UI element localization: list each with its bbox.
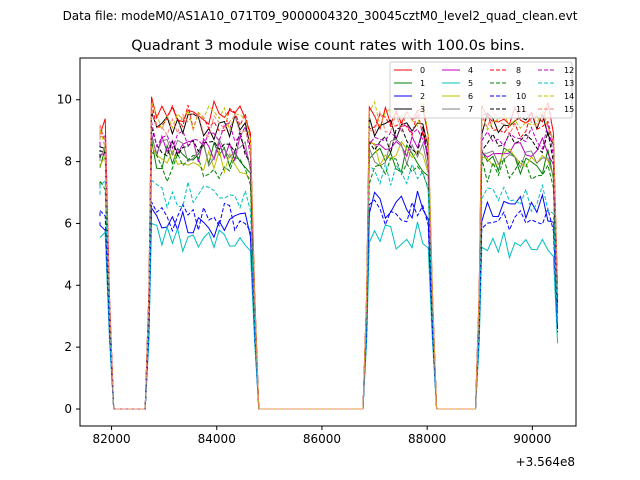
legend-label: 8: [516, 66, 521, 75]
x-offset-label: +3.564e8: [516, 455, 575, 469]
legend-label: 5: [468, 79, 473, 88]
legend-label: 9: [516, 79, 521, 88]
legend-box: [389, 61, 573, 119]
series-line-1: [99, 139, 559, 410]
series-line-6: [99, 140, 559, 410]
legend-label: 13: [564, 79, 574, 88]
legend-label: 4: [468, 66, 473, 75]
x-tick-label: 88000: [408, 432, 446, 446]
y-tick-label: 6: [64, 216, 72, 230]
legend-label: 1: [420, 79, 425, 88]
plot-area-frame: [79, 57, 577, 427]
y-tick-label: 8: [64, 155, 72, 169]
chart-supertitle: Data file: modeM0/AS1A10_071T09_90000043…: [63, 9, 578, 23]
x-tick-label: 86000: [303, 432, 341, 446]
series-line-5: [99, 221, 559, 410]
series-line-4: [99, 131, 559, 410]
legend-label: 11: [516, 105, 526, 114]
x-tick-label: 90000: [513, 432, 551, 446]
x-tick-label: 84000: [198, 432, 236, 446]
legend-label: 12: [564, 66, 574, 75]
y-tick-label: 10: [57, 93, 72, 107]
x-tick-label: 82000: [92, 432, 130, 446]
legend-label: 10: [516, 92, 526, 101]
legend-label: 15: [564, 105, 574, 114]
series-line-15: [99, 106, 559, 410]
legend-label: 0: [420, 66, 425, 75]
legend-label: 6: [468, 92, 473, 101]
series-line-13: [99, 162, 559, 410]
series-line-11: [99, 126, 559, 410]
legend-label: 14: [564, 92, 574, 101]
series-line-12: [99, 121, 559, 410]
legend-label: 7: [468, 105, 473, 114]
chart-title: Quadrant 3 module wise count rates with …: [131, 38, 525, 54]
y-tick-label: 0: [64, 402, 72, 416]
series-line-9: [99, 151, 559, 410]
legend-label: 2: [420, 92, 425, 101]
y-tick-label: 4: [64, 278, 72, 292]
y-tick-label: 2: [64, 340, 72, 354]
series-line-2: [99, 190, 559, 410]
legend-label: 3: [420, 105, 425, 114]
